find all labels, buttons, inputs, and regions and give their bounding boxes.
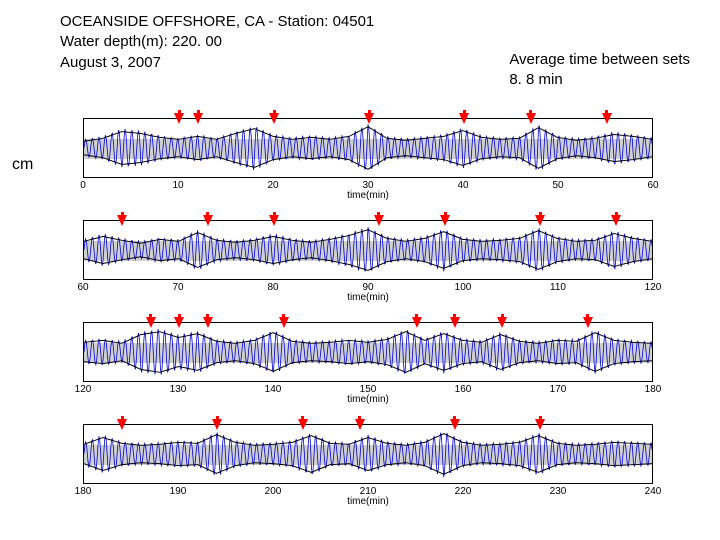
wave-set-marker	[203, 215, 213, 226]
x-tick: 180	[645, 384, 662, 395]
x-tick: 200	[265, 486, 282, 497]
x-tick: 120	[75, 384, 92, 395]
wave-svg	[84, 119, 652, 177]
wave-set-marker	[146, 317, 156, 328]
x-axis-label: time(min)	[347, 190, 389, 201]
wave-svg	[84, 425, 652, 483]
x-tick: 240	[645, 486, 662, 497]
water-depth: Water depth(m): 220. 00	[60, 32, 374, 52]
chart-panel: -50050120130140150160170180time(min)	[55, 322, 675, 396]
wave-set-marker	[203, 317, 213, 328]
wave-set-marker	[374, 215, 384, 226]
wave-svg	[84, 221, 652, 279]
wave-set-marker	[459, 113, 469, 124]
wave-set-marker	[583, 317, 593, 328]
x-tick: 60	[77, 282, 88, 293]
x-tick: 110	[550, 282, 566, 293]
wave-set-marker	[611, 215, 621, 226]
date: August 3, 2007	[60, 53, 374, 73]
wave-set-marker	[117, 419, 127, 430]
chart-panel: -500500102030405060time(min)	[55, 118, 675, 192]
wave-set-marker	[117, 215, 127, 226]
x-tick: 80	[267, 282, 278, 293]
avg-time-label: Average time between sets	[509, 50, 690, 70]
chart-panel: -50050180190200210220230240time(min)	[55, 424, 675, 498]
wave-set-marker	[535, 215, 545, 226]
wave-set-marker	[497, 317, 507, 328]
x-tick: 180	[75, 486, 92, 497]
plot-area	[83, 424, 653, 484]
x-tick: 0	[80, 180, 86, 191]
wave-svg	[84, 323, 652, 381]
wave-set-marker	[279, 317, 289, 328]
wave-set-marker	[269, 113, 279, 124]
wave-set-marker	[440, 215, 450, 226]
x-tick: 60	[647, 180, 658, 191]
wave-set-marker	[174, 113, 184, 124]
wave-set-marker	[412, 317, 422, 328]
x-tick: 20	[267, 180, 278, 191]
x-tick: 100	[455, 282, 472, 293]
wave-set-marker	[193, 113, 203, 124]
x-axis-label: time(min)	[347, 496, 389, 507]
plot-area	[83, 220, 653, 280]
wave-set-marker	[269, 215, 279, 226]
wave-set-marker	[602, 113, 612, 124]
chart-panels: -500500102030405060time(min)-50050607080…	[55, 118, 675, 526]
x-axis-label: time(min)	[347, 292, 389, 303]
avg-time-value: 8. 8 min	[509, 70, 690, 90]
station-title: OCEANSIDE OFFSHORE, CA - Station: 04501	[60, 12, 374, 32]
x-tick: 160	[455, 384, 472, 395]
wave-set-marker	[450, 419, 460, 430]
x-tick: 140	[265, 384, 282, 395]
plot-area	[83, 322, 653, 382]
x-tick: 230	[550, 486, 567, 497]
x-tick: 50	[552, 180, 563, 191]
x-tick: 70	[172, 282, 183, 293]
wave-set-marker	[298, 419, 308, 430]
wave-set-marker	[212, 419, 222, 430]
header-block: OCEANSIDE OFFSHORE, CA - Station: 04501 …	[60, 12, 374, 73]
x-tick: 10	[172, 180, 183, 191]
x-tick: 220	[455, 486, 472, 497]
wave-set-marker	[450, 317, 460, 328]
plot-area	[83, 118, 653, 178]
wave-set-marker	[174, 317, 184, 328]
x-tick: 170	[550, 384, 567, 395]
chart-panel: -5005060708090100110120time(min)	[55, 220, 675, 294]
wave-set-marker	[526, 113, 536, 124]
x-tick: 40	[457, 180, 468, 191]
wave-set-marker	[535, 419, 545, 430]
y-axis-label: cm	[12, 156, 33, 174]
avg-time-block: Average time between sets 8. 8 min	[509, 50, 690, 91]
wave-set-marker	[355, 419, 365, 430]
x-tick: 130	[170, 384, 187, 395]
wave-set-marker	[364, 113, 374, 124]
x-tick: 120	[645, 282, 662, 293]
x-tick: 190	[170, 486, 187, 497]
x-axis-label: time(min)	[347, 394, 389, 405]
